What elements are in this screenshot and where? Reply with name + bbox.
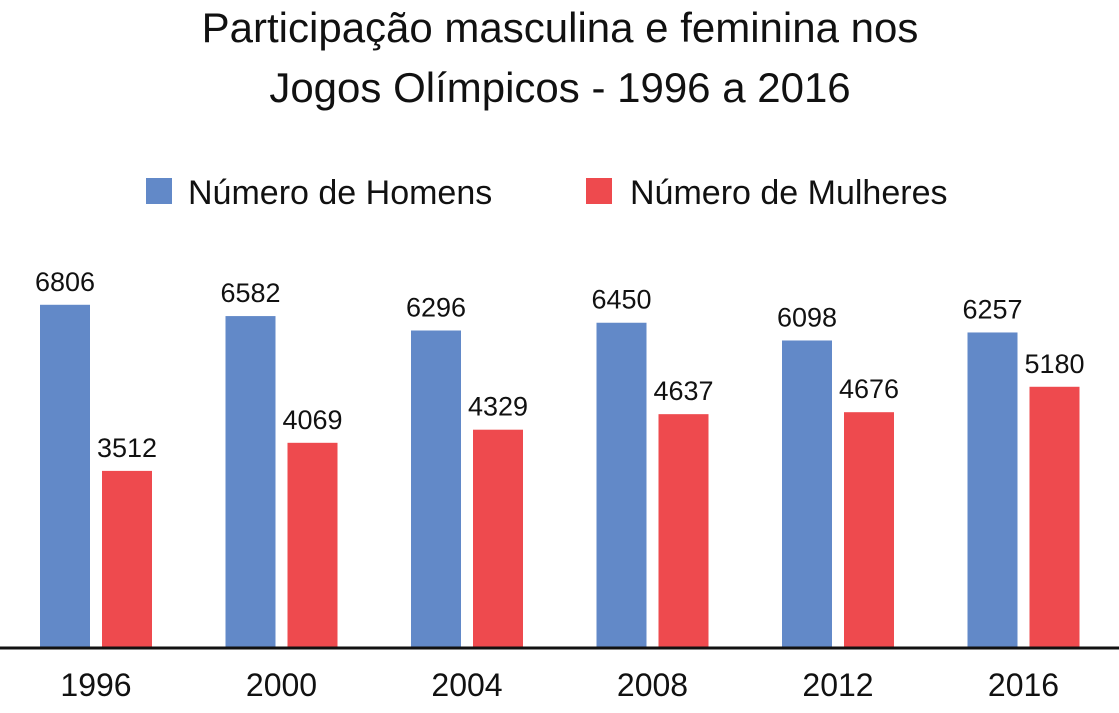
data-label-women-2008: 4637 [653, 376, 713, 406]
legend-label-women: Número de Mulheres [630, 174, 947, 212]
x-tick-label-2012: 2012 [802, 667, 873, 703]
data-label-men-2016: 6257 [962, 294, 1022, 324]
data-label-women-2012: 4676 [839, 374, 899, 404]
bar-women-2012 [844, 412, 894, 648]
bar-men-2000 [225, 316, 276, 648]
bar-series-group [40, 304, 1080, 648]
x-tick-label-2016: 2016 [988, 667, 1059, 703]
x-tick-label-2000: 2000 [246, 667, 317, 703]
chart-title: Participação masculina e feminina nos Jo… [202, 4, 919, 111]
bar-women-2008 [658, 414, 709, 648]
x-tick-label-group: 1996 2000 2004 2008 2012 2016 [60, 667, 1059, 703]
data-label-men-1996: 6806 [35, 267, 95, 297]
data-label-women-2004: 4329 [468, 392, 528, 422]
bar-men-1996 [40, 304, 90, 648]
chart-title-line-1: Participação masculina e feminina nos [202, 4, 919, 51]
legend-swatch-women [586, 178, 612, 204]
data-label-women-1996: 3512 [97, 433, 157, 463]
bar-women-2016 [1029, 386, 1080, 648]
legend: Número de Homens Número de Mulheres [146, 174, 947, 212]
bar-men-2004 [411, 330, 461, 648]
x-tick-label-2008: 2008 [617, 667, 688, 703]
legend-swatch-men [146, 178, 172, 204]
chart-title-line-2: Jogos Olímpicos - 1996 a 2016 [269, 64, 850, 111]
data-label-men-2012: 6098 [777, 302, 837, 332]
bar-women-2000 [287, 442, 338, 648]
bar-men-2016 [967, 332, 1018, 648]
data-label-women-2016: 5180 [1024, 349, 1084, 379]
bar-women-2004 [473, 429, 523, 648]
x-tick-label-1996: 1996 [60, 667, 131, 703]
bar-men-2008 [596, 322, 647, 648]
data-label-group: 6806 3512 6582 4069 6296 4329 6450 4637 6098 4676… [35, 267, 1085, 463]
x-tick-label-2004: 2004 [431, 667, 502, 703]
bar-men-2012 [782, 340, 832, 648]
legend-label-men: Número de Homens [188, 174, 492, 212]
data-label-men-2004: 6296 [406, 293, 466, 323]
data-label-men-2008: 6450 [591, 285, 651, 315]
data-label-women-2000: 4069 [282, 405, 342, 435]
data-label-men-2000: 6582 [220, 278, 280, 308]
bar-women-1996 [102, 470, 152, 648]
